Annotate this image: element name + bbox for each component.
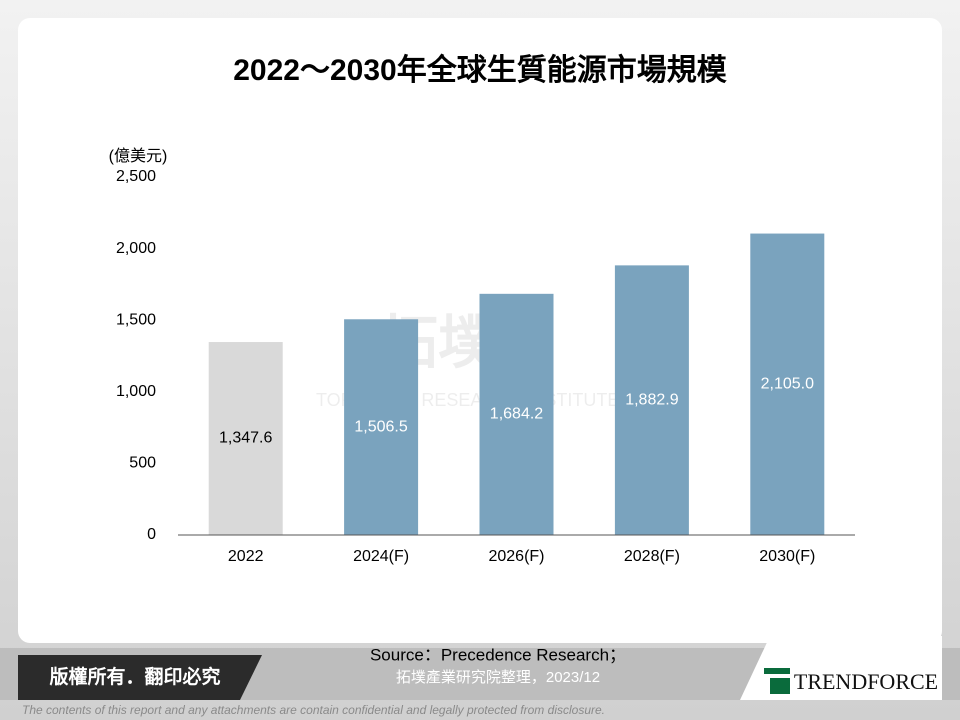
y-tick-label: 1,500 [116, 311, 156, 328]
bar [208, 342, 283, 535]
y-tick-label: 2,000 [116, 240, 156, 257]
x-tick-label: 2022 [228, 548, 264, 565]
copyright: 版權所有．翻印必究 [49, 665, 220, 688]
logo-icon [764, 668, 790, 674]
logo-icon [770, 678, 790, 694]
y-tick-label: 0 [147, 526, 156, 543]
value-label: 1,506.5 [354, 418, 407, 435]
value-label: 1,684.2 [490, 406, 543, 423]
y-tick-label: 2,500 [116, 168, 156, 185]
y-tick-label: 500 [129, 455, 156, 472]
chart-title: 2022～2030年全球生質能源市場規模 [233, 53, 726, 87]
bar [614, 265, 689, 535]
x-tick-label: 2030(F) [759, 548, 815, 565]
plot: 0 500 1,000 1,500 2,000 2,500 2022 1,347.6 2024(… [116, 168, 855, 565]
copyright-box [18, 655, 262, 700]
value-label: 1,882.9 [625, 391, 678, 408]
bar [750, 233, 825, 535]
value-label: 1,347.6 [219, 430, 272, 447]
logo-box [740, 636, 942, 700]
value-label: 2,105.0 [761, 376, 814, 393]
logo: TRENDFORCE [794, 669, 938, 694]
source-line2: 拓墣產業研究院整理，2023/12 [396, 668, 600, 686]
y-axis-label: (億美元) [109, 147, 168, 165]
disclaimer: The contents of this report and any atta… [22, 703, 605, 717]
source-line1: Source：Precedence Research； [370, 645, 626, 664]
bar [479, 293, 554, 535]
bar [344, 319, 419, 535]
x-tick-label: 2024(F) [353, 548, 409, 565]
y-tick-label: 1,000 [116, 383, 156, 400]
x-tick-label: 2028(F) [624, 548, 680, 565]
x-tick-label: 2026(F) [488, 548, 544, 565]
